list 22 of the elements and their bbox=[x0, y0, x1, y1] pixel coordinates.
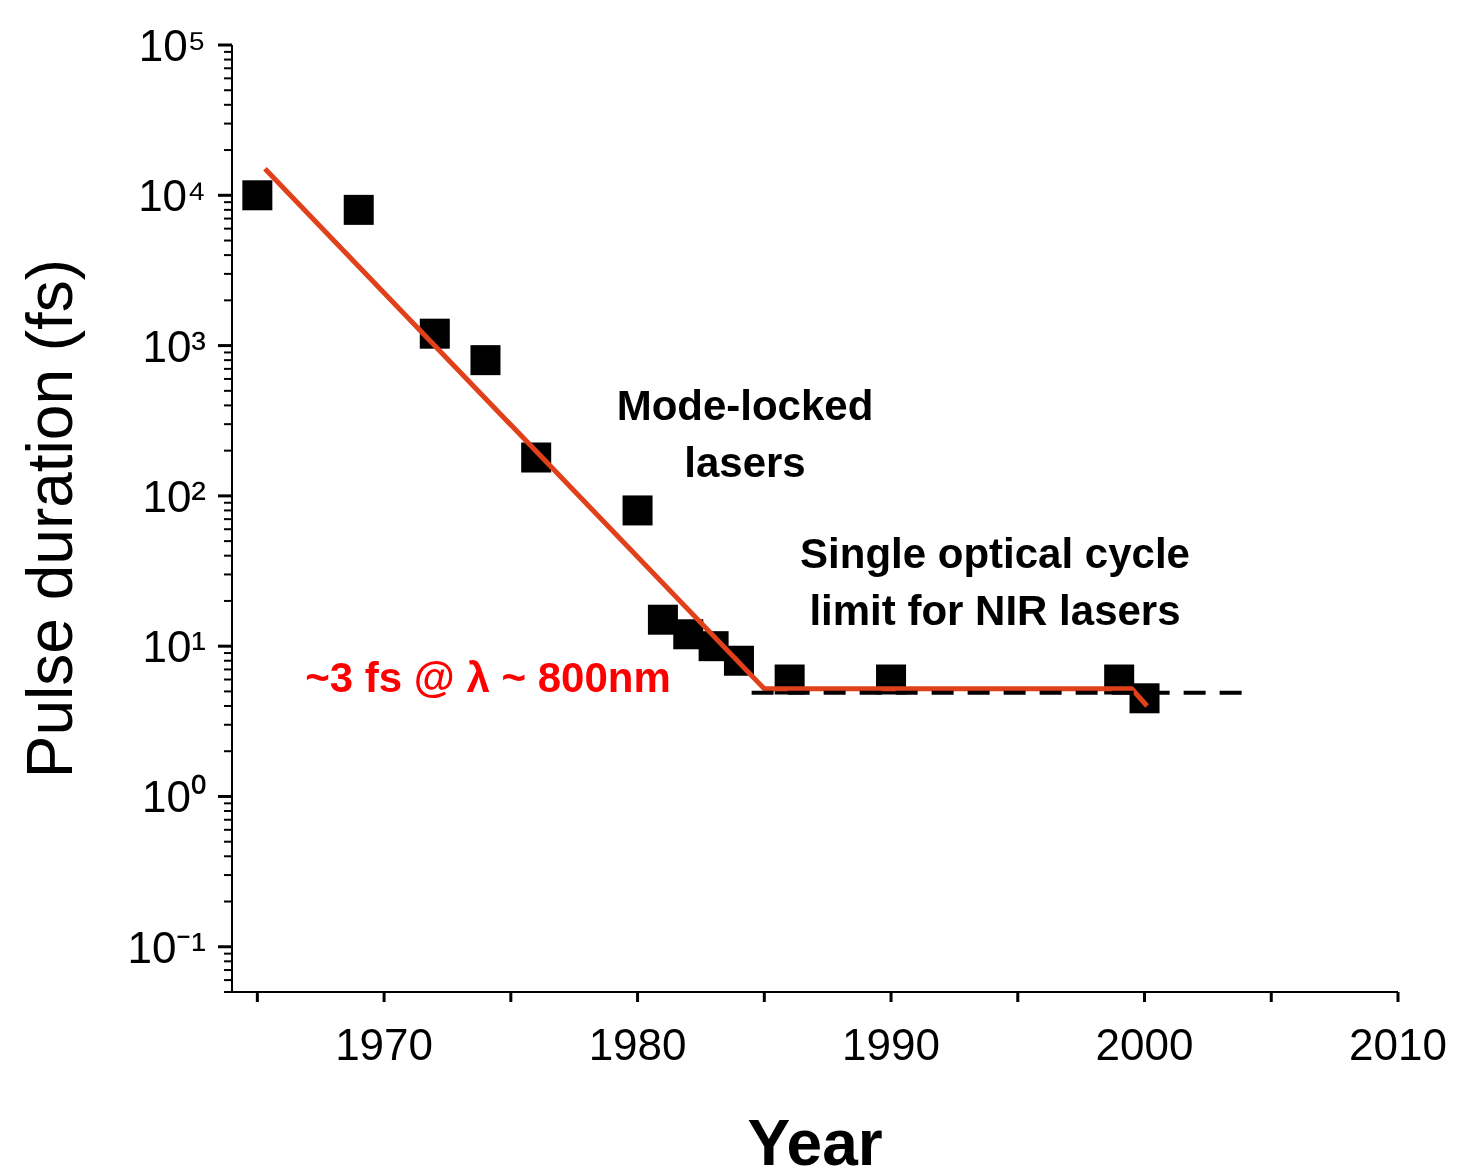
y-tick-label: 10⁰ bbox=[142, 772, 206, 822]
point bbox=[647, 604, 678, 635]
x-tick-label: 2000 bbox=[1095, 1020, 1194, 1069]
point bbox=[470, 345, 501, 376]
x-tick-label: 1990 bbox=[842, 1020, 940, 1069]
x-tick-label: 1970 bbox=[335, 1020, 434, 1069]
point bbox=[622, 495, 653, 526]
annotation: Mode-locked lasers bbox=[616, 382, 874, 486]
x-tick-label: 2010 bbox=[1349, 1020, 1447, 1069]
point bbox=[343, 194, 374, 225]
y-tick-label: 10⁻¹ bbox=[127, 922, 206, 972]
annotation: Single optical cycle limit for NIR lasers bbox=[800, 530, 1190, 634]
point bbox=[242, 180, 273, 211]
x-axis-title: Year bbox=[747, 1107, 883, 1175]
y-tick-label: 10⁴ bbox=[138, 171, 206, 221]
annotation: ~3 fs @ λ ~ 800nm bbox=[305, 654, 671, 701]
y-tick-label: 10¹ bbox=[142, 622, 206, 672]
y-tick-label: 10⁵ bbox=[138, 21, 206, 70]
x-tick-label: 1980 bbox=[588, 1020, 687, 1069]
y-tick-label: 10² bbox=[142, 471, 206, 521]
y-axis-title: Pulse duration (fs) bbox=[14, 258, 86, 779]
y-tick-label: 10³ bbox=[142, 321, 206, 371]
